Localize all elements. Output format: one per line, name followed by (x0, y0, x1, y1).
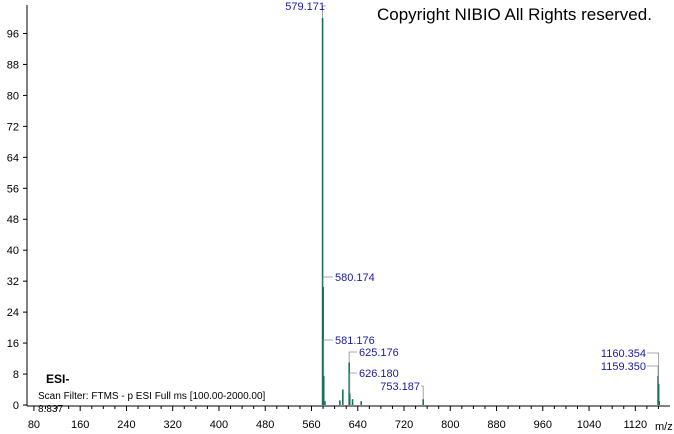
y-tick-label: 88 (7, 59, 19, 71)
scan-filter-text: Scan Filter: FTMS - p ESI Full ms [100.0… (38, 391, 266, 402)
peak-label: 581.176 (335, 335, 375, 347)
x-tick-label: 240 (117, 419, 135, 431)
x-tick-label: 800 (441, 419, 459, 431)
y-tick-label: 40 (7, 245, 19, 257)
x-tick-label: 1120 (623, 419, 647, 431)
x-tick-label: 400 (210, 419, 228, 431)
peak-label: 579.171 (285, 1, 325, 13)
peak-label-leader (647, 365, 659, 376)
x-tick-label: 720 (395, 419, 413, 431)
peak-label: 753.187 (380, 381, 420, 393)
y-tick-label: 32 (7, 276, 19, 288)
peak-label: 580.174 (335, 272, 375, 284)
y-tick-label: 56 (7, 183, 19, 195)
x-tick-label: 480 (256, 419, 274, 431)
peak-label-leader (323, 339, 333, 376)
y-tick-label: 72 (7, 121, 19, 133)
peak-label-leader (322, 276, 333, 287)
peak-label-leader (349, 372, 357, 394)
copyright-text: Copyright NIBIO All Rights reserved. (377, 5, 652, 24)
y-tick-label: 0 (13, 400, 19, 412)
y-tick-label: 24 (7, 307, 19, 319)
peak-label-leader (421, 385, 424, 400)
x-tick-label: 880 (487, 419, 505, 431)
retention-time-text: 8.837 (38, 404, 63, 415)
peak-label-leader (348, 351, 357, 363)
peak-label: 625.176 (359, 347, 399, 359)
peak-label-leader (647, 352, 660, 384)
y-tick-label: 64 (7, 152, 19, 164)
x-axis-label: m/z (655, 421, 673, 433)
x-tick-label: 1040 (577, 419, 601, 431)
ion-mode-label: ESI- (46, 372, 69, 386)
y-tick-label: 48 (7, 214, 19, 226)
x-tick-label: 960 (534, 419, 552, 431)
y-tick-label: 80 (7, 90, 19, 102)
y-tick-label: 8 (13, 369, 19, 381)
x-tick-label: 320 (164, 419, 182, 431)
peak-label-leader (322, 5, 326, 18)
x-tick-label: 80 (28, 419, 40, 431)
x-tick-label: 560 (302, 419, 320, 431)
peak-label: 1160.354 (601, 348, 646, 360)
peak-label: 1159.350 (601, 361, 646, 373)
x-tick-label: 640 (349, 419, 367, 431)
peak-label: 626.180 (359, 368, 399, 380)
y-tick-label: 16 (7, 338, 19, 350)
x-tick-label: 160 (71, 419, 89, 431)
y-tick-label: 96 (7, 28, 19, 40)
